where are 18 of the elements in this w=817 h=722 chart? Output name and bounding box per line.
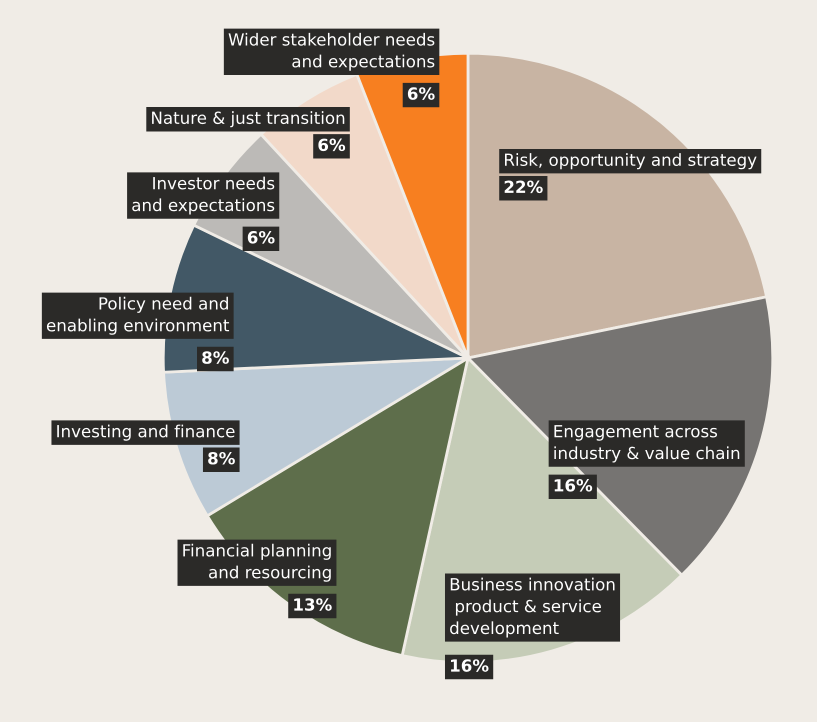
data-label: 16% — [451, 659, 489, 672]
data-label: 16% — [554, 479, 592, 492]
slice-label: Risk, opportunity and strategy — [505, 153, 757, 170]
slice-label: Investor needs and expectations — [132, 176, 274, 215]
slice-label: Financial planning and resourcing — [183, 544, 331, 582]
slice-label: Engagement across industry & value chain — [554, 425, 740, 463]
slice-label: Business innovation product & service development — [450, 578, 614, 638]
data-label: 22% — [504, 180, 543, 194]
data-label: 8% — [208, 452, 235, 465]
data-label: 6% — [248, 231, 275, 244]
data-label: 8% — [202, 351, 229, 364]
slice-label: Policy need and enabling environment — [46, 296, 230, 335]
data-label: 13% — [294, 598, 332, 611]
data-label: 6% — [318, 138, 346, 152]
slice-label: Nature & just transition — [152, 111, 344, 128]
slice-label: Wider stakeholder needs and expectations — [228, 32, 434, 71]
slice-label: Investing and finance — [57, 424, 235, 441]
data-label: 6% — [408, 87, 435, 100]
